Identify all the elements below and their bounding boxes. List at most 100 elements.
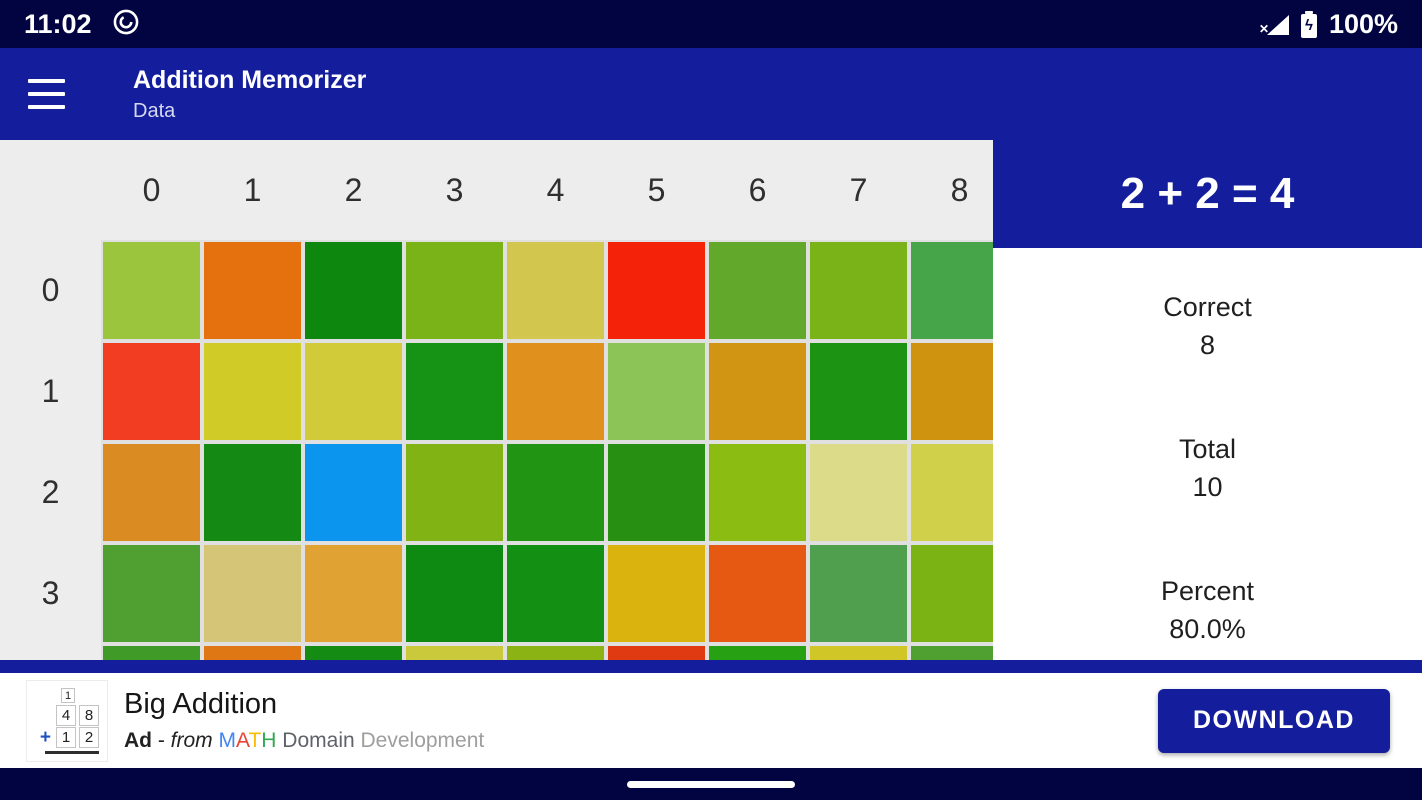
grid-cell-2-5[interactable] — [606, 442, 707, 543]
grid-cell-1-4[interactable] — [505, 341, 606, 442]
addend-digit: 4 — [56, 704, 76, 726]
grid-cell-3-8[interactable] — [909, 543, 993, 644]
grid-cell-0-5[interactable] — [606, 240, 707, 341]
cell-color — [608, 444, 705, 541]
side-panel: 2 + 2 = 4 Correct 8 Total 10 Percent 80.0% — [993, 140, 1422, 660]
cell-color — [406, 545, 503, 642]
grid-cell-1-6[interactable] — [707, 341, 808, 442]
cell-color — [608, 545, 705, 642]
grid-cell-4-6[interactable] — [707, 644, 808, 660]
grid-cell-0-3[interactable] — [404, 240, 505, 341]
ad-dash: - — [152, 729, 171, 752]
addend-digit: 8 — [79, 704, 99, 726]
grid-cell-4-5[interactable] — [606, 644, 707, 660]
cell-color — [204, 242, 301, 339]
ad-brand-development: Development — [360, 729, 485, 752]
app-title: Addition Memorizer — [133, 66, 367, 94]
grid-cell-2-7[interactable] — [808, 442, 909, 543]
grid-cell-0-4[interactable] — [505, 240, 606, 341]
status-bar: 11:02 ✕ ϟ 100% — [0, 0, 1422, 48]
menu-icon[interactable] — [28, 79, 65, 109]
ad-title[interactable]: Big Addition — [124, 688, 278, 720]
cell-color — [709, 545, 806, 642]
cell-color — [608, 646, 705, 660]
cell-color — [911, 646, 993, 660]
cell-color — [103, 545, 200, 642]
grid-cell-2-0[interactable] — [101, 442, 202, 543]
grid-cell-2-3[interactable] — [404, 442, 505, 543]
cell-color — [103, 444, 200, 541]
cell-color — [507, 545, 604, 642]
grid-cell-1-1[interactable] — [202, 341, 303, 442]
grid-cell-3-5[interactable] — [606, 543, 707, 644]
row-header-3: 3 — [0, 543, 101, 644]
col-header-1: 1 — [202, 140, 303, 240]
grid-cell-3-0[interactable] — [101, 543, 202, 644]
cell-color — [810, 646, 907, 660]
grid-cell-4-7[interactable] — [808, 644, 909, 660]
grid-cell-0-6[interactable] — [707, 240, 808, 341]
clock: 11:02 — [24, 8, 92, 39]
app-notification-icon — [112, 8, 140, 41]
stat-value: 80.0% — [1169, 614, 1246, 644]
grid-cell-1-0[interactable] — [101, 341, 202, 442]
grid-cell-0-1[interactable] — [202, 240, 303, 341]
home-indicator[interactable] — [627, 780, 795, 788]
cell-color — [507, 444, 604, 541]
grid-cell-4-0[interactable] — [101, 644, 202, 660]
cell-color — [305, 646, 402, 660]
grid-cell-1-5[interactable] — [606, 341, 707, 442]
grid-cell-4-4[interactable] — [505, 644, 606, 660]
download-button[interactable]: DOWNLOAD — [1158, 688, 1390, 753]
grid-cell-3-2[interactable] — [303, 543, 404, 644]
plus-sign: + — [39, 726, 51, 748]
grid-cell-3-6[interactable] — [707, 543, 808, 644]
grid-cell-3-3[interactable] — [404, 543, 505, 644]
ad-label: Ad — [124, 729, 152, 752]
grid-cell-0-2[interactable] — [303, 240, 404, 341]
cell-color — [911, 343, 993, 440]
row-header-2: 2 — [0, 442, 101, 543]
grid-cell-3-4[interactable] — [505, 543, 606, 644]
stat-label: Percent — [1160, 576, 1255, 606]
col-header-7: 7 — [808, 140, 909, 240]
grid-cell-2-1[interactable] — [202, 442, 303, 543]
grid-cell-2-2[interactable] — [303, 442, 404, 543]
grid-cell-1-8[interactable] — [909, 341, 993, 442]
grid-cell-2-8[interactable] — [909, 442, 993, 543]
cell-color — [709, 646, 806, 660]
navigation-bar — [0, 768, 1422, 800]
grid-cell-0-7[interactable] — [808, 240, 909, 341]
cell-color — [406, 343, 503, 440]
grid-cell-4-3[interactable] — [404, 644, 505, 660]
ad-brand-name: MATH — [219, 729, 277, 752]
grid-cell-4-8[interactable] — [909, 644, 993, 660]
cell-color — [305, 242, 402, 339]
battery-charging-icon: ϟ — [1300, 10, 1317, 38]
ad-app-icon[interactable]: 1 4 8 + 1 2 — [26, 679, 108, 762]
grid-cell-2-6[interactable] — [707, 442, 808, 543]
cell-color — [305, 343, 402, 440]
grid-cell-0-8[interactable] — [909, 240, 993, 341]
cell-color — [911, 545, 993, 642]
grid-cell-0-0[interactable] — [101, 240, 202, 341]
cell-color — [507, 646, 604, 660]
cell-color — [406, 646, 503, 660]
grid-cell-1-2[interactable] — [303, 341, 404, 442]
cell-color — [810, 444, 907, 541]
ad-banner[interactable]: 1 4 8 + 1 2 Big Addition Ad - from MATH … — [0, 673, 1422, 768]
grid-cell-4-1[interactable] — [202, 644, 303, 660]
stat-correct: Correct 8 — [1163, 288, 1252, 364]
sum-line — [45, 750, 99, 754]
brand-letter: A — [236, 729, 249, 752]
grid-cell-1-7[interactable] — [808, 341, 909, 442]
stat-total: Total 10 — [1179, 430, 1236, 506]
grid-cell-2-4[interactable] — [505, 442, 606, 543]
grid-cell-1-3[interactable] — [404, 341, 505, 442]
grid-cell-3-1[interactable] — [202, 543, 303, 644]
grid-cell-4-2[interactable] — [303, 644, 404, 660]
grid-cell-3-7[interactable] — [808, 543, 909, 644]
